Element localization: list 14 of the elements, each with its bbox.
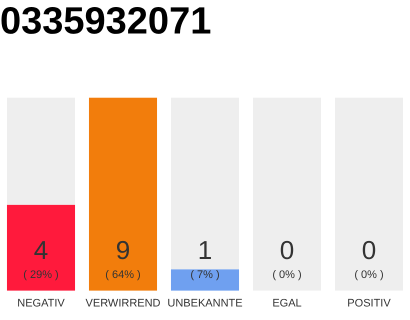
x-tick-label: POSITIV [347,297,392,310]
data-label: 1 [198,234,212,265]
x-tick-label: VERWIRREND [86,297,161,310]
data-label: 9 [116,234,130,265]
x-tick-label: NEGATIV [17,297,66,310]
x-tick-label: EGAL [272,297,302,310]
annotation: ( 7% ) [190,268,220,281]
chart-title: 0335932071 [0,0,212,42]
annotation: 0 ( 0% ) [272,234,302,281]
annotation: ( 64% ) [105,268,141,281]
annotation: 0 ( 0% ) [354,234,384,281]
data-label: 4 [34,234,48,265]
annotation: ( 29% ) [23,268,59,281]
x-tick-label: UNBEKANNTE [167,297,243,310]
